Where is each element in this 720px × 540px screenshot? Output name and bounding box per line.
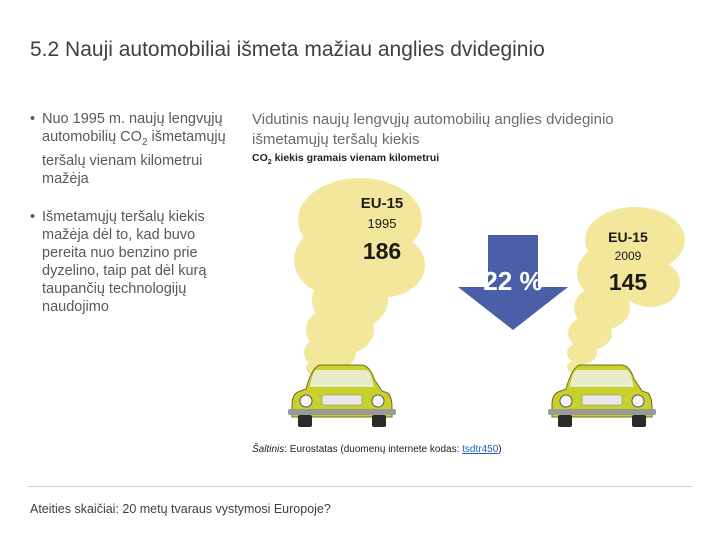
bullet-item-2: Išmetamųjų teršalų kiekis mažėja dėl to,… <box>30 208 240 316</box>
source-text: : Eurostatas (duomenų internete kodas: <box>284 444 463 455</box>
emissions-illustration: EU-15 1995 186 EU-15 2009 145 22 % <box>288 178 685 427</box>
smoke-cloud-right <box>567 207 685 373</box>
dataset-code-link[interactable]: tsdtr450 <box>462 444 499 455</box>
source-label: Šaltinis <box>252 444 285 455</box>
reduction-arrow-icon <box>458 235 568 330</box>
left-region-label: EU-15 <box>361 195 404 212</box>
source-end: ) <box>498 444 502 455</box>
slide-number: 5.2 <box>30 38 60 61</box>
figure-subtitle-subscript: 2 <box>267 159 272 167</box>
figure-title: Vidutinis naujų lengvųjų automobilių ang… <box>252 111 614 148</box>
footer-divider <box>28 486 692 487</box>
bullet-item-1: Nuo 1995 m. naujų lengvųjų automobilių C… <box>30 110 240 188</box>
right-value-label: 145 <box>609 269 648 295</box>
figure-subtitle-text-end: kiekis gramais vienam kilometrui <box>271 152 440 164</box>
slide-title: 5.2 Nauji automobiliai išmeta mažiau ang… <box>30 38 545 62</box>
source-note: Šaltinis: Eurostatas (duomenų internete … <box>252 444 502 455</box>
bullet-2-text: Išmetamųjų teršalų kiekis mažėja dėl to,… <box>42 208 207 315</box>
bullet-1-text: Nuo 1995 m. naujų lengvųjų automobilių C… <box>42 111 223 145</box>
slide-title-text: Nauji automobiliai išmeta mažiau anglies… <box>65 38 545 61</box>
car-left-icon <box>288 364 396 427</box>
right-region-label: EU-15 <box>608 229 648 245</box>
right-year-label: 2009 <box>615 249 642 263</box>
left-year-label: 1995 <box>368 216 397 231</box>
footer-text: Ateities skaičiai: 20 metų tvaraus vysty… <box>30 502 331 516</box>
bullet-1-text-end: išmetamųjų teršalų vienam kilometrui maž… <box>42 129 226 187</box>
figure-subtitle: CO2 kiekis gramais vienam kilometrui <box>252 152 439 166</box>
figure-subtitle-text: CO <box>252 152 268 164</box>
left-value-label: 186 <box>363 238 401 264</box>
reduction-label: 22 % <box>483 266 542 296</box>
bullet-1-subscript: 2 <box>141 136 148 148</box>
smoke-cloud-left <box>294 178 425 378</box>
bullet-list: Nuo 1995 m. naujų lengvųjų automobilių C… <box>30 110 240 336</box>
car-right-icon <box>548 364 656 427</box>
